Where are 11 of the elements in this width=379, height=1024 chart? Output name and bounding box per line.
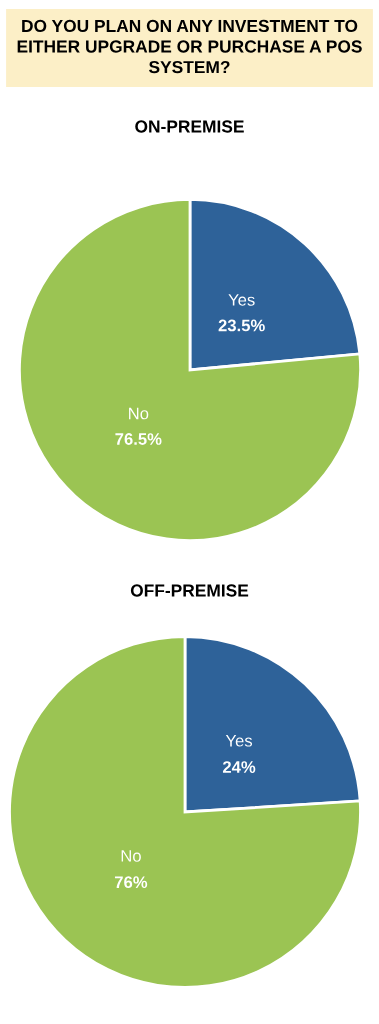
- data-label: 76%: [114, 876, 148, 889]
- slice-label: Yes: [228, 294, 255, 306]
- slice-label: Yes: [225, 734, 253, 747]
- slice-label: No: [129, 407, 149, 420]
- chart-subtitle: ON-PREMISE: [135, 120, 244, 133]
- data-label: 24%: [222, 761, 256, 773]
- chart-title: DO YOU PLAN ON ANY INVESTMENT TO EITHER UPGRADE OR PURCHASE A POS SYSTEM?: [17, 19, 362, 74]
- chart-title: OFF-PREMISE: [130, 584, 249, 597]
- slice-label: No: [121, 850, 141, 862]
- data-label: 76.5%: [115, 433, 162, 445]
- data-label: 23.5%: [218, 319, 265, 332]
